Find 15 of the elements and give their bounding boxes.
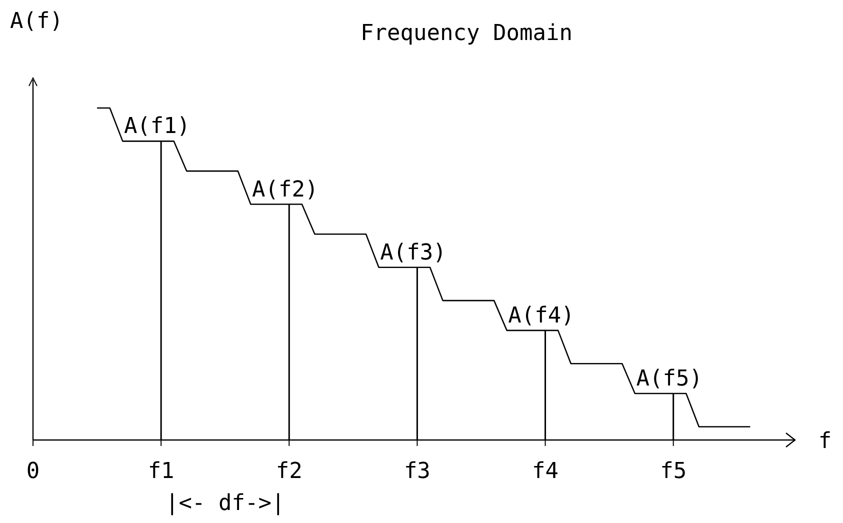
annotation: A(f3) — [380, 240, 446, 266]
x-tick-label: f5 — [660, 459, 687, 484]
x-tick-label: f1 — [148, 459, 174, 484]
x-tick-label: f4 — [532, 459, 559, 484]
annotation: A(f1) — [124, 114, 190, 140]
x-tick-label: 0 — [26, 459, 40, 484]
x-tick-label: f2 — [276, 459, 302, 484]
x-axis-title: f — [818, 429, 832, 454]
x-tick-label: f3 — [404, 459, 430, 484]
y-axis-title: A(f) — [10, 9, 63, 34]
annotation: A(f5) — [636, 366, 702, 392]
text: |<- df->| — [165, 491, 285, 516]
annotation: A(f4) — [508, 303, 574, 328]
chart-title: Frequency Domain — [360, 21, 572, 46]
annotation: A(f2) — [252, 177, 318, 202]
